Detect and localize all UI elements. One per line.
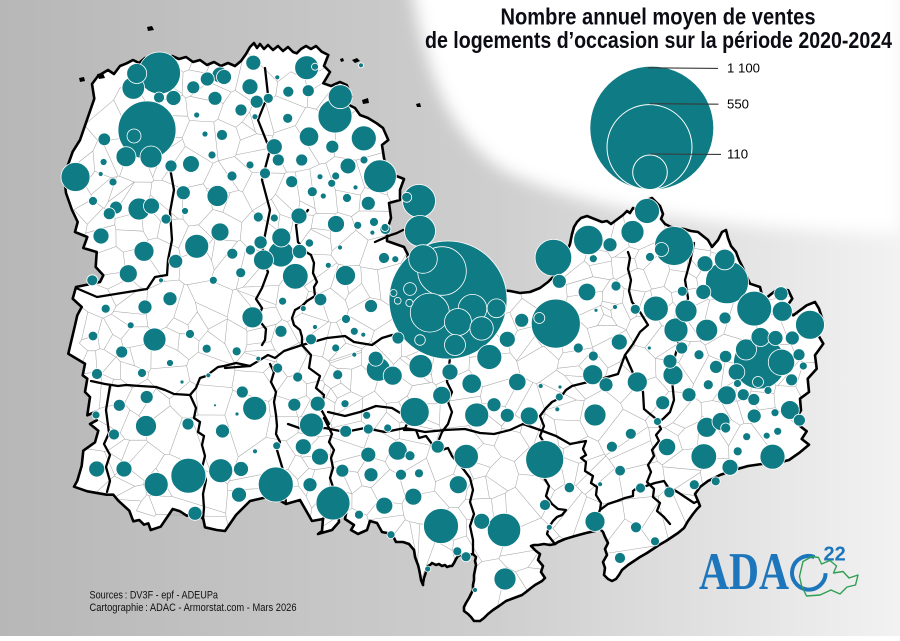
svg-text:1 100: 1 100	[727, 61, 760, 76]
svg-text:22: 22	[824, 544, 846, 566]
svg-text:ADA: ADA	[699, 543, 789, 601]
svg-text:Nombre annuel moyen de ventes: Nombre annuel moyen de ventes	[501, 4, 816, 30]
svg-text:de logements d’occasion sur la: de logements d’occasion sur la période 2…	[425, 27, 892, 53]
svg-text:Cartographie : ADAC - Armorsta: Cartographie : ADAC - Armorstat.com - Ma…	[90, 602, 297, 614]
svg-text:110: 110	[727, 147, 748, 162]
svg-text:550: 550	[727, 97, 749, 112]
svg-text:Sources : DV3F - epf - ADEUPa: Sources : DV3F - epf - ADEUPa	[90, 589, 219, 601]
